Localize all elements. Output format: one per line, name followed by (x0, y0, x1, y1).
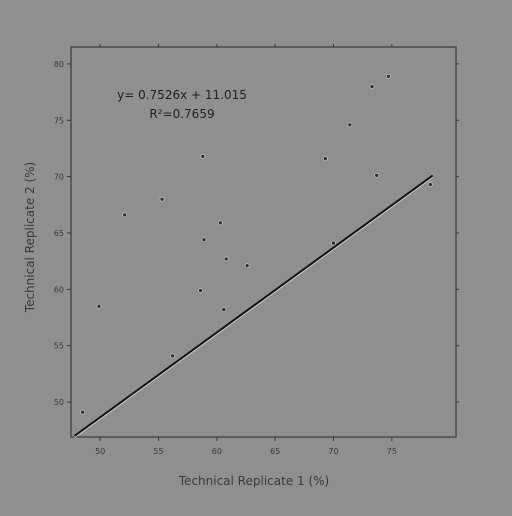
data-point (221, 307, 227, 312)
y-axis-ticks: 50 55 60 65 70 75 80 (54, 60, 459, 407)
data-point (122, 212, 127, 218)
data-point (200, 154, 206, 159)
data-point (374, 173, 379, 178)
x-tick-label: 65 (270, 447, 280, 456)
data-points (80, 74, 433, 415)
data-point (347, 122, 353, 128)
data-point (201, 237, 207, 243)
trendline (73, 174, 434, 437)
y-tick-label: 75 (54, 116, 64, 125)
y-axis-title: Technical Replicate 2 (%) (23, 162, 37, 313)
trendline-group (73, 174, 434, 438)
data-point (218, 220, 223, 226)
x-tick-label: 75 (387, 447, 397, 456)
x-tick-label: 50 (95, 447, 105, 456)
y-tick-label: 60 (54, 285, 64, 294)
data-point (159, 196, 165, 202)
data-point (331, 240, 336, 246)
data-point (369, 84, 375, 89)
y-tick-label: 70 (54, 173, 64, 182)
data-point (198, 288, 203, 293)
x-tick-label: 60 (212, 447, 222, 456)
plot-area (70, 46, 457, 438)
data-point (323, 156, 328, 161)
y-tick-label: 80 (54, 60, 64, 69)
y-tick-label: 50 (54, 398, 64, 407)
y-tick-label: 55 (54, 342, 64, 351)
x-axis-title: Technical Replicate 1 (%) (178, 474, 329, 488)
equation-label: y= 0.7526x + 11.015 (117, 88, 247, 102)
data-point (96, 303, 102, 309)
data-point (80, 409, 85, 415)
data-point (386, 74, 391, 79)
r-squared-label: R²=0.7659 (149, 107, 214, 121)
x-tick-label: 55 (153, 447, 163, 456)
x-axis-ticks: 50 55 60 65 70 75 (95, 44, 397, 456)
y-tick-label: 65 (54, 229, 64, 238)
data-point (223, 256, 229, 262)
x-tick-label: 70 (328, 447, 338, 456)
data-point (170, 353, 175, 359)
data-point (244, 263, 250, 268)
data-point (428, 182, 433, 187)
